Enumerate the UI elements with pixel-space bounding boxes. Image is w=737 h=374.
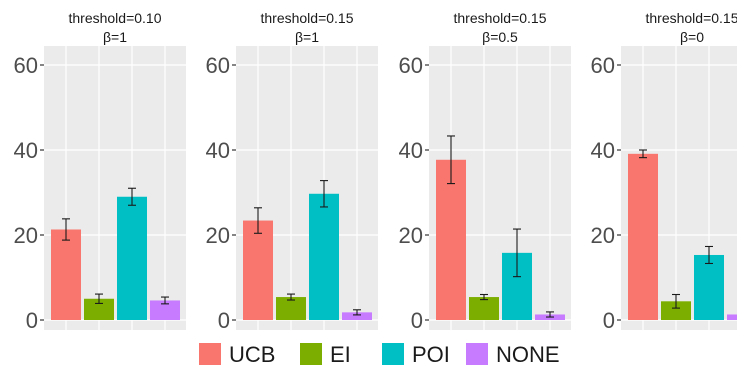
legend-label-poi: POI [412,342,450,367]
panel-3-ytick-label-60: 60 [399,53,423,78]
panel-4-bar-none [727,314,737,320]
panel-4-ytick-label-20: 20 [591,223,615,248]
legend-key-ucb [199,343,221,365]
panel-3-ytick-label-40: 40 [399,138,423,163]
panel-1-title-line-2: β=1 [103,29,127,45]
panel-2-title-line-1: threshold=0.15 [260,10,353,26]
panel-4-title-line-2: β=0 [680,29,704,45]
panel-4-ytick-label-60: 60 [591,53,615,78]
legend-key-ei [300,343,322,365]
panel-1-bar-ei [84,298,114,320]
panel-1-bar-ucb [51,229,81,320]
panel-2-ytick-label-0: 0 [218,308,230,333]
panel-1-ytick-label-40: 40 [14,138,38,163]
panel-2-bar-ei [276,297,306,320]
legend-key-none [466,343,488,365]
panel-1-title-line-1: threshold=0.10 [68,10,161,26]
panel-4-bar-poi [694,254,724,320]
panel-4-ytick-label-40: 40 [591,138,615,163]
legend-label-ucb: UCB [229,342,275,367]
panel-1-ytick-label-0: 0 [26,308,38,333]
panel-3-bar-ucb [436,159,466,320]
panel-2-ytick-label-40: 40 [206,138,230,163]
panel-2-ytick-label-60: 60 [206,53,230,78]
panel-3-title-line-1: threshold=0.15 [453,10,546,26]
legend-label-ei: EI [330,342,351,367]
panel-4-bar-ei [661,301,691,320]
panel-1-ytick-label-60: 60 [14,53,38,78]
panel-2-bar-poi [309,193,339,320]
legend-label-none: NONE [496,342,560,367]
panel-1-ytick-label-20: 20 [14,223,38,248]
panel-3-ytick-label-0: 0 [411,308,423,333]
panel-2-ytick-label-20: 20 [206,223,230,248]
panel-3-ytick-label-20: 20 [399,223,423,248]
panel-4-ytick-label-0: 0 [603,308,615,333]
panel-1-bar-none [150,300,180,320]
panel-2-title-line-2: β=1 [295,29,319,45]
panel-2-bar-ucb [243,220,273,320]
panel-3-bar-ei [469,297,499,320]
panel-3-title-line-2: β=0.5 [482,29,518,45]
panel-4-title-line-1: threshold=0.15 [645,10,737,26]
panel-1-bar-poi [117,196,147,320]
panel-4-bar-ucb [628,153,658,320]
panel-2-bar-none [342,312,372,320]
legend-key-poi [382,343,404,365]
